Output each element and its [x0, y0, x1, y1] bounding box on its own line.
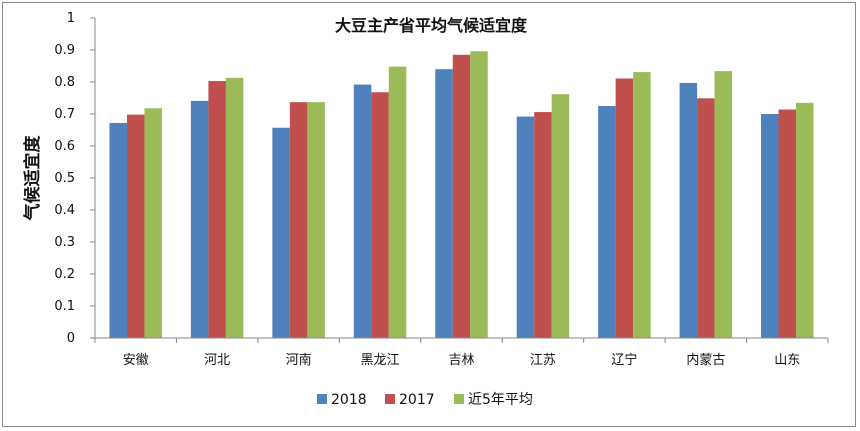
legend-label: 2017: [399, 392, 435, 408]
bar: [272, 127, 290, 338]
chart-title: 大豆主产省平均气候适宜度: [335, 16, 528, 35]
bar: [761, 114, 779, 338]
bar: [615, 78, 634, 338]
y-axis-label: 气候适宜度: [22, 135, 43, 222]
bar: [796, 102, 814, 338]
bar: [289, 102, 308, 338]
bar: [633, 72, 651, 338]
bar: [435, 69, 453, 338]
bars: [109, 51, 814, 339]
legend-label: 近5年平均: [468, 392, 533, 408]
y-tick-label: 0.8: [54, 75, 75, 90]
bar: [679, 82, 698, 339]
bar: [452, 54, 471, 339]
y-tick-label: 0.9: [54, 43, 75, 58]
legend-swatch: [317, 394, 327, 404]
bar: [371, 92, 389, 339]
bar: [516, 116, 535, 338]
x-tick-label: 吉林: [448, 353, 474, 368]
bar: [126, 114, 145, 338]
y-tick-label: 0.5: [54, 171, 75, 186]
bar: [144, 108, 162, 339]
x-tick-label: 辽宁: [611, 352, 637, 368]
bar: [598, 106, 616, 338]
legend-label: 2018: [331, 392, 367, 408]
x-tick-label: 河南: [286, 352, 312, 368]
y-tick-label: 0.2: [54, 267, 75, 282]
bar: [353, 84, 372, 338]
bar: [307, 102, 325, 338]
y-tick-label: 0: [67, 331, 75, 346]
y-tick-label: 1: [67, 11, 75, 26]
bar: [534, 112, 552, 338]
x-tick-label: 安徽: [123, 353, 149, 368]
bar: [208, 81, 226, 338]
bar: [697, 98, 715, 338]
x-tick-label: 河北: [204, 353, 230, 368]
legend-swatch: [385, 394, 395, 404]
x-tick-label: 江苏: [530, 352, 556, 368]
bar: [778, 109, 797, 339]
bar: [190, 100, 209, 338]
bar: [225, 77, 244, 338]
legend-swatch: [454, 394, 464, 404]
x-tick-label: 黑龙江: [361, 353, 400, 368]
bar: [714, 71, 733, 339]
bar: [109, 122, 127, 339]
bar: [551, 94, 570, 338]
x-tick-label: 内蒙古: [686, 352, 725, 368]
bar: [470, 51, 488, 338]
y-tick-label: 0.6: [54, 139, 75, 154]
bar: [388, 66, 407, 338]
y-tick-label: 0.4: [54, 203, 75, 218]
y-tick-label: 0.7: [54, 107, 75, 122]
legend: 2018 2017 近5年平均: [317, 392, 533, 408]
y-axis: 0 0.1 0.2 0.3 0.4 0.5 0.6 0.7 0.8 0.9 1: [54, 11, 96, 346]
y-tick-label: 0.1: [54, 299, 75, 314]
x-tick-label: 山东: [774, 353, 800, 368]
y-tick-label: 0.3: [54, 235, 75, 250]
x-axis: 安徽 河北 河南 黑龙江 吉林 江苏 辽宁 内蒙古 山东: [94, 337, 829, 368]
